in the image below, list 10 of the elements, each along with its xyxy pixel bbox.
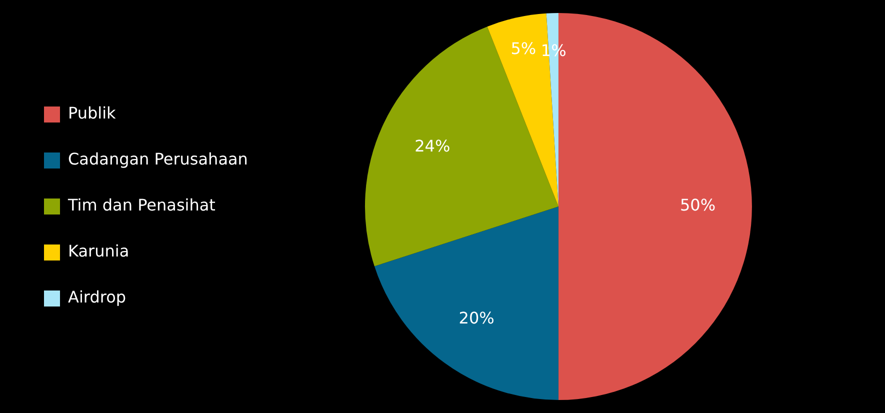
- data-label: 24%: [414, 136, 450, 156]
- legend-label: Tim dan Penasihat: [67, 196, 216, 215]
- legend-label: Cadangan Perusahaan: [68, 150, 248, 169]
- legend-label: Publik: [68, 104, 117, 123]
- data-label: 1%: [540, 40, 566, 60]
- data-label: 20%: [458, 308, 494, 328]
- legend-label: Airdrop: [68, 288, 126, 307]
- data-label: 5%: [510, 38, 536, 58]
- legend-label: Karunia: [68, 242, 130, 261]
- data-label: 50%: [680, 196, 716, 215]
